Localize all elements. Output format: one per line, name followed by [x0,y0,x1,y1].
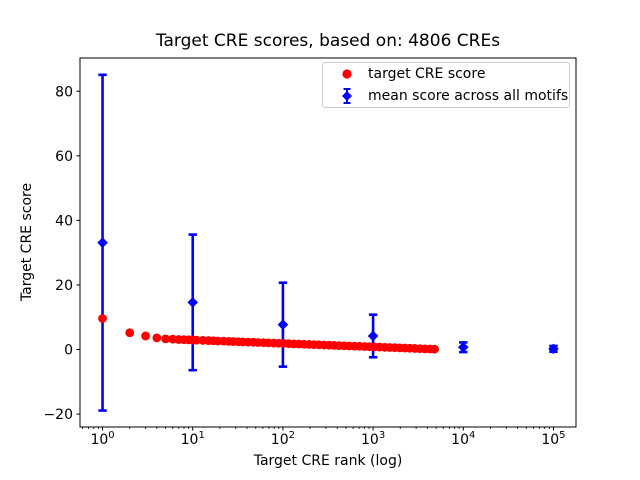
y-axis-label: Target CRE score [19,182,35,302]
mean-score-point [367,330,379,342]
legend-label: mean score across all motifs [368,88,569,104]
x-tick-label: 102 [271,430,295,448]
y-tick-label: −20 [43,407,73,423]
y-tick-label: 20 [55,278,73,294]
x-tick-label: 104 [451,430,475,448]
legend-circle [342,69,352,79]
target-score-point [125,328,135,338]
mean-score-point [277,319,289,330]
x-axis-label: Target CRE rank (log) [253,453,403,469]
x-tick-label: 100 [90,430,114,448]
x-tick-label: 105 [541,430,565,448]
x-tick-label: 103 [361,430,385,448]
y-tick-label: 0 [64,343,73,359]
y-tick-label: 80 [55,84,73,100]
mean-score-point [457,341,469,353]
target-score-point [152,333,162,343]
mean-score-point [187,297,199,308]
mean-score-point [97,237,108,248]
chart-title: Target CRE scores, based on: 4806 CREs [155,31,501,51]
legend-item-mean-score: mean score across all motifs [332,85,569,107]
y-tick-label: 60 [55,149,73,165]
target-score-point [161,334,170,344]
x-tick-label: 101 [181,430,205,448]
y-tick-label: 40 [55,213,73,229]
legend-label: target CRE score [368,66,486,82]
plot-frame [79,57,577,428]
blue-diamond-errorbar-icon [342,88,352,104]
legend-diamond [342,91,352,101]
red-circle-icon [342,69,352,79]
legend-item-target-score: target CRE score [332,63,569,85]
target-score-point [192,335,201,345]
legend: target CRE score mean score across all m… [322,62,570,108]
target-score-point [430,344,439,354]
target-score-point [141,331,150,341]
target-score-point [98,314,107,323]
mean-score-point [548,343,559,355]
